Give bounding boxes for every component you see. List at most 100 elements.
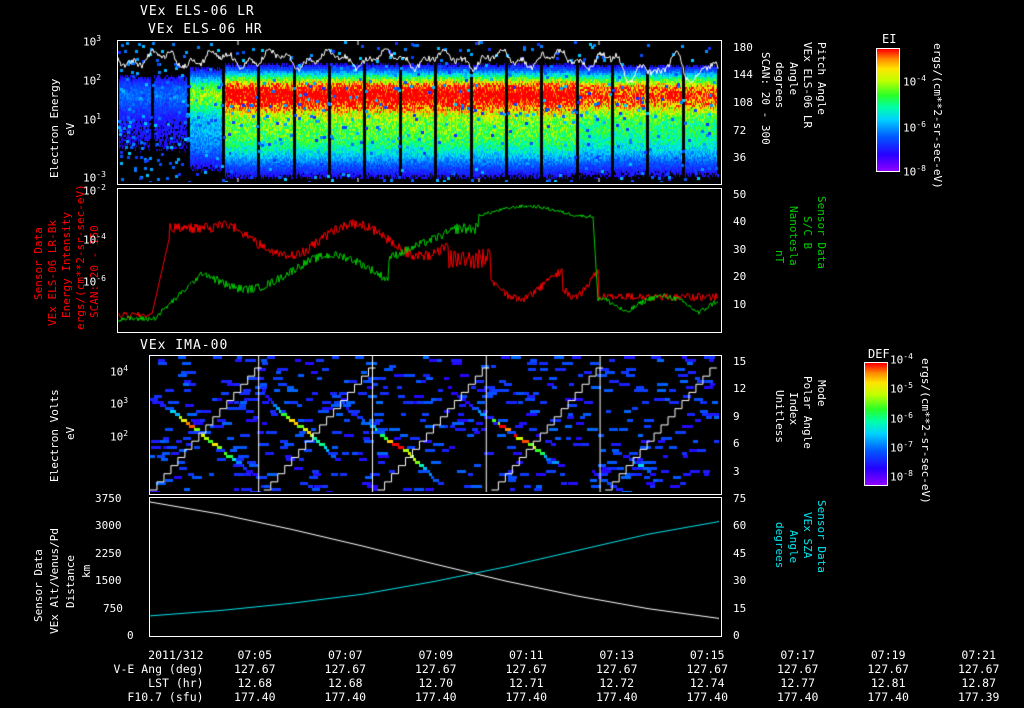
panel3-rtick-2: 9 [733,410,740,423]
panel4-rtick-1: 60 [733,519,747,532]
colorbar1 [876,48,900,172]
altitude-sza-panel [149,497,722,637]
table-cell: 127.67 [867,662,909,676]
panel4-rtick-0: 75 [733,492,747,505]
panel4-ytick-2: 2250 [95,547,122,560]
table-cell: 177.40 [776,690,819,704]
table-cell: 07:09 [418,648,454,662]
panel1-title-lr: VEx ELS-06 LR [140,4,255,19]
table-row-label: F10.7 (sfu) [127,690,204,704]
table-cell: 177.39 [957,690,1000,704]
panel1-left-axis-label: Electron Energy [48,79,61,178]
panel2-left-label2: VEx ELS-06 LR-Bk [46,220,59,326]
table-cell: 12.68 [237,676,273,690]
panel3-ytick-1: 103 [110,396,129,411]
table-cell: 07:05 [237,648,273,662]
table-cell: 07:11 [508,648,544,662]
colorbar1-tick-2: 10-8 [903,164,926,179]
panel3-right-label3: Index [787,392,800,426]
panel1-title-hr: VEx ELS-06 HR [148,22,263,37]
table-cell: 12.87 [961,676,997,690]
table-cell: 127.67 [415,662,457,676]
table-cell: 127.67 [595,662,638,676]
colorbar2-tick-1: 10-5 [890,381,913,396]
panel1-left-label2: eV [64,122,77,136]
table-cell: 12.81 [870,676,906,690]
table-cell: 07:17 [780,648,816,662]
panel1-ytick-0: 103 [83,34,102,49]
table-cell: 07:15 [689,648,725,662]
panel1-rtick-0: 180 [733,41,753,54]
panel2-rtick-1: 40 [733,215,747,228]
colorbar2-title: DEF [868,347,890,361]
panel4-right-label2: VEx SZA [801,512,814,559]
panel1-ytick-3: 10-3 [83,170,106,185]
colorbar2-tick-4: 10-8 [890,469,913,484]
panel3-rtick-3: 6 [733,437,740,450]
table-cell: 12.77 [780,676,816,690]
table-cell: 177.40 [505,690,548,704]
panel2-left-label1: Sensor Data [32,227,45,300]
panel4-ytick-5: 0 [127,629,134,642]
panel1-right-label3: Angle [787,62,800,96]
panel1-ytick-2: 101 [83,112,102,127]
table-cell: 177.40 [686,690,728,704]
panel4-rtick-3: 30 [733,574,747,587]
panel2-rtick-4: 10 [733,298,747,311]
panel2-rtick-0: 50 [733,188,747,201]
panel1-ytick-1: 102 [83,73,102,88]
panel3-left-label2: eV [64,426,77,440]
energy-intensity-magfield-panel [117,188,722,333]
panel4-ytick-0: 3750 [95,492,122,505]
panel3-right-label4: Unitless [773,390,786,443]
table-row-label: V-E Ang (deg) [113,662,204,676]
table-row: F10.7 (sfu) 177.40 177.40 177.40 177.40 177.4… [0,690,1024,704]
panel1-right-label1: Pitch Angle [815,42,828,115]
panel3-right-label2: Polar Angle [801,376,814,449]
panel2-right-label1: Sensor Data [815,196,828,269]
table-row: V-E Ang (deg) 127.67 127.67 127.67 127.67 127… [0,662,1024,676]
table-cell: 07:21 [961,648,997,662]
colorbar1-title: EI [882,32,897,46]
panel4-ytick-3: 1500 [95,574,122,587]
panel3-rtick-0: 15 [733,355,747,368]
panel4-left-label2: VEx Alt/Venus/Pd [48,528,61,634]
panel3-rtick-4: 3 [733,465,740,478]
panel1-rtick-2: 108 [733,96,753,109]
table-cell: 12.68 [327,676,363,690]
panel1-right-label2: VEx ELS-06 LR [801,42,814,129]
colorbar2-tick-2: 10-6 [890,411,913,426]
panel2-ytick-1: 10-4 [83,232,106,247]
panel4-right-label4: degrees [773,522,786,569]
panel2-right-label3: Nanotesla [787,206,800,266]
panel2-ytick-0: 10-2 [83,183,106,198]
panel2-ytick-2: 10-6 [83,274,106,289]
table-row: 2011/312 07:05 07:07 07:09 07:11 07:13 07:15 07… [0,648,1024,662]
panel1-right-label5: SCAN: 20 - 300 [759,52,772,145]
panel4-ytick-4: 750 [103,602,123,615]
table-cell: 12.74 [689,676,725,690]
colorbar1-tick-1: 10-6 [903,120,926,135]
ion-energy-spectrogram-panel [149,355,722,495]
panel3-title: VEx IMA-00 [140,338,229,353]
table-cell: 07:19 [870,648,906,662]
panel1-left-label1: Electron Energy [48,78,61,178]
panel2-rtick-2: 30 [733,243,747,256]
panel4-ytick-1: 3000 [95,519,122,532]
panel4-rtick-4: 15 [733,602,747,615]
table-cell: 127.67 [324,662,367,676]
panel4-rtick-5: 0 [733,629,740,642]
table-row: LST (hr) 12.68 12.68 12.70 12.71 12.72 12.74 12… [0,676,1024,690]
panel2-rtick-3: 20 [733,270,747,283]
panel4-left-label1: Sensor Data [32,549,45,622]
panel1-rtick-4: 36 [733,151,747,164]
table-cell: 12.71 [508,676,544,690]
table-cell: 07:13 [599,648,635,662]
panel3-right-label1: Mode [815,380,828,407]
table-cell: 177.40 [415,690,457,704]
colorbar2 [864,362,888,486]
colorbar2-tick-0: 10-4 [890,352,913,367]
table-cell: 127.67 [686,662,728,676]
table-cell: 177.40 [234,690,276,704]
panel2-left-label4: ergs/(cm**2-sr-sec-eV) [74,184,87,330]
